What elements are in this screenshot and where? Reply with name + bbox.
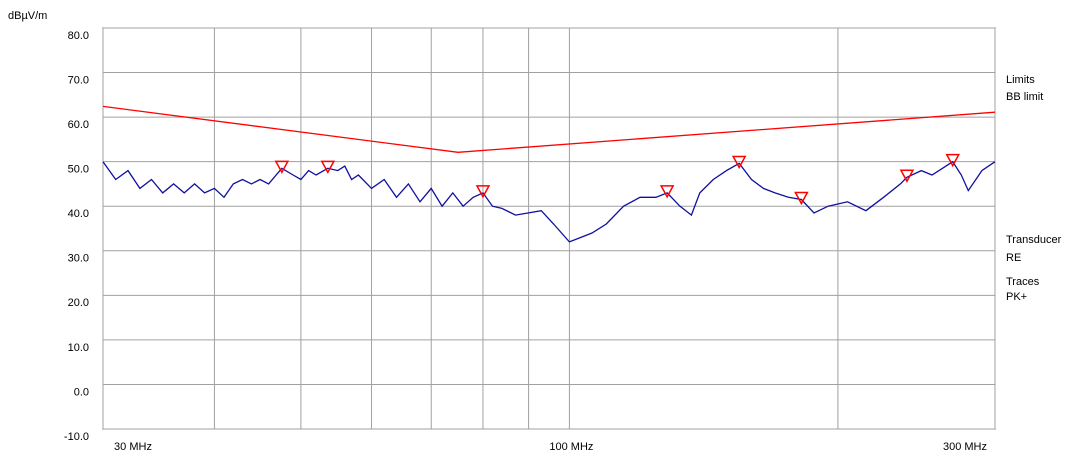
y-tick-label: 20.0 [68, 297, 89, 309]
peak-marker [320, 160, 336, 174]
y-tick-label: 50.0 [68, 164, 89, 176]
trace [102, 160, 996, 243]
peak-marker [945, 153, 961, 168]
legend-heading: Transducer [1006, 234, 1062, 246]
peak-marker [659, 185, 675, 199]
peak-marker [794, 191, 809, 206]
legend-entry: BB limit [1006, 91, 1043, 103]
trace [102, 105, 996, 153]
y-tick-label: 40.0 [68, 208, 89, 220]
x-tick-label: 300 MHz [943, 441, 987, 453]
y-axis-unit: dBµV/m [8, 10, 47, 22]
y-tick-label: -10.0 [64, 431, 89, 443]
y-tick-label: 80.0 [68, 30, 89, 42]
y-tick-label: 70.0 [68, 74, 89, 86]
x-tick-label: 100 MHz [549, 441, 593, 453]
peak-marker [899, 169, 915, 183]
y-tick-label: 30.0 [68, 253, 89, 265]
legend-heading: Limits [1006, 74, 1035, 86]
legend-heading: Traces [1006, 276, 1040, 288]
y-tick-label: 60.0 [68, 119, 89, 131]
peak-marker [475, 185, 491, 199]
y-tick-label: 0.0 [74, 386, 89, 398]
peak-marker [274, 160, 290, 174]
peak-marker [731, 155, 747, 170]
x-tick-label: 30 MHz [114, 441, 152, 453]
legend-entry: PK+ [1006, 291, 1027, 303]
y-tick-label: 10.0 [68, 342, 89, 354]
plot-area [102, 27, 996, 430]
legend-entry: RE [1006, 252, 1021, 264]
